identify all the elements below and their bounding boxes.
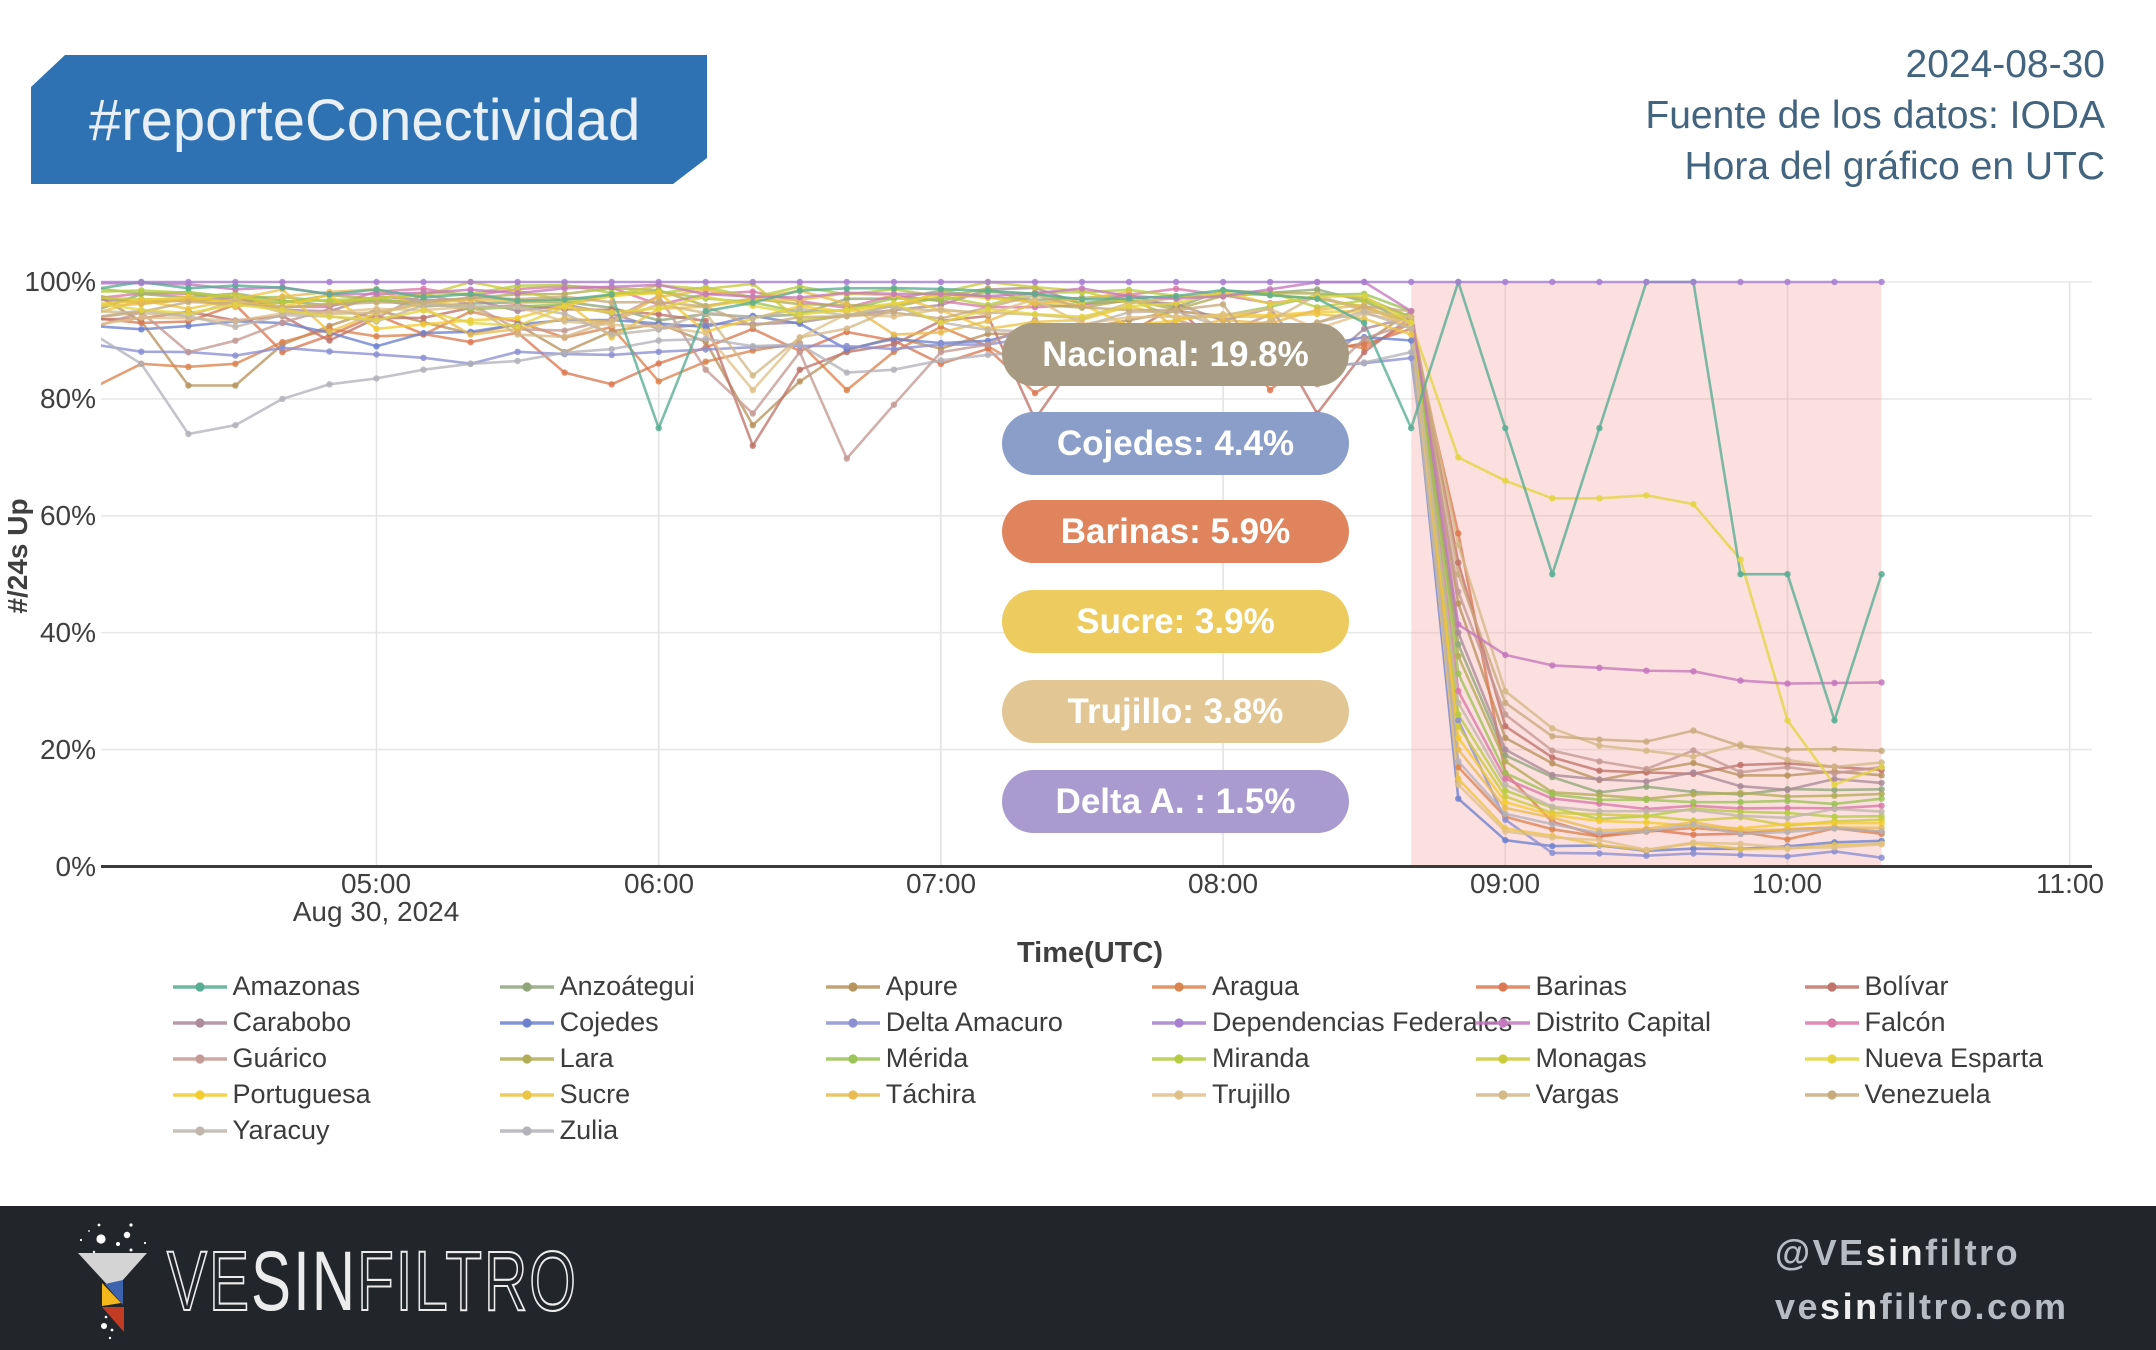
svg-text:40%: 40%	[40, 617, 96, 648]
svg-text:11:00: 11:00	[2036, 868, 2104, 899]
svg-text:09:00: 09:00	[1470, 868, 1540, 899]
svg-text:100%: 100%	[24, 266, 96, 297]
svg-text:Aug 30, 2024: Aug 30, 2024	[293, 896, 460, 927]
svg-text:60%: 60%	[40, 500, 96, 531]
svg-text:80%: 80%	[40, 383, 96, 414]
svg-text:07:00: 07:00	[906, 868, 976, 899]
svg-text:05:00: 05:00	[341, 868, 411, 899]
svg-text:Time(UTC): Time(UTC)	[1017, 937, 1163, 969]
svg-text:06:00: 06:00	[624, 868, 694, 899]
svg-text:08:00: 08:00	[1188, 868, 1258, 899]
svg-text:0%: 0%	[56, 851, 96, 882]
svg-text:#/24s Up: #/24s Up	[2, 498, 33, 613]
svg-text:20%: 20%	[40, 734, 96, 765]
svg-text:10:00: 10:00	[1752, 868, 1822, 899]
